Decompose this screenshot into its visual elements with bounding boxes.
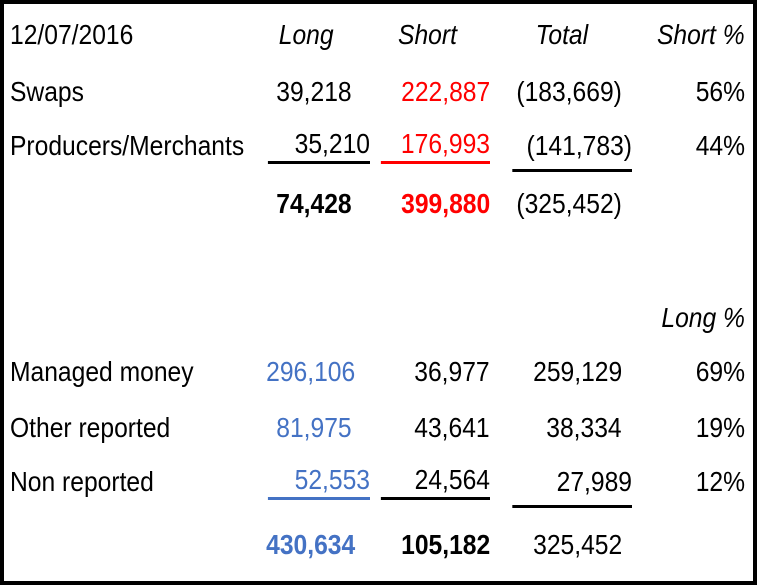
- cell-swaps-total: (183,669): [496, 66, 628, 118]
- cell-other-long: 81,975: [254, 400, 358, 456]
- cell-commercial-total-net: (325,452): [496, 174, 628, 234]
- cell-empty: [254, 292, 358, 344]
- cell-swaps-label: Swaps: [4, 66, 254, 118]
- cell-header-date: 12/07/2016: [4, 4, 254, 66]
- cell-header-long: Long: [254, 4, 358, 66]
- cell-commercial-total-long: 74,428: [254, 174, 358, 234]
- cell-empty: [4, 508, 254, 581]
- row-spacer: [4, 234, 753, 292]
- cell-managed-total: 259,129: [496, 344, 628, 400]
- swaps-label: Swaps: [10, 76, 84, 107]
- managed-money-label: Managed money: [10, 356, 194, 387]
- col-header-long: Long: [278, 19, 334, 50]
- spec-net-total-value: 325,452: [532, 528, 622, 560]
- other-reported-label: Other reported: [10, 412, 171, 443]
- cell-managed-long: 296,106: [254, 344, 358, 400]
- other-total-value: 38,334: [546, 412, 622, 443]
- col-header-long-pct: Long %: [661, 302, 745, 333]
- cell-managed-pct: 69%: [628, 344, 753, 400]
- cell-header-short: Short: [358, 4, 496, 66]
- cell-other-pct: 19%: [628, 400, 753, 456]
- cot-table: 12/07/2016 Long Short Total Short % Swap…: [4, 4, 753, 581]
- cell-managed-short: 36,977: [358, 344, 496, 400]
- managed-long-pct: 69%: [695, 356, 745, 387]
- non-long-pct: 12%: [695, 466, 745, 497]
- non-short-value: 24,564: [380, 464, 490, 501]
- other-short-value: 43,641: [414, 412, 490, 443]
- row-swaps: Swaps 39,218 222,887 (183,669) 56%: [4, 66, 753, 118]
- cell-spec-total-net: 325,452: [496, 508, 628, 581]
- cell-header-short-pct: Short %: [628, 4, 753, 66]
- cell-empty: [496, 292, 628, 344]
- cell-other-total: 38,334: [496, 400, 628, 456]
- row-managed-money: Managed money 296,106 36,977 259,129 69%: [4, 344, 753, 400]
- cell-other-short: 43,641: [358, 400, 496, 456]
- row-producers-merchants: Producers/Merchants 35,210 176,993 (141,…: [4, 118, 753, 174]
- non-reported-label: Non reported: [10, 466, 154, 497]
- cell-non-long: 52,553: [254, 456, 370, 508]
- col-header-short: Short: [397, 19, 457, 50]
- report-date: 12/07/2016: [10, 19, 134, 50]
- producers-total-value: (141,783): [512, 130, 632, 173]
- managed-total-value: 259,129: [532, 356, 622, 387]
- cell-empty: [628, 234, 753, 292]
- cell-producers-total: (141,783): [496, 118, 632, 174]
- cell-empty: [4, 234, 254, 292]
- cell-commercial-total-short: 399,880: [358, 174, 496, 234]
- cell-empty: [4, 174, 254, 234]
- commercial-total-short-value: 399,880: [400, 188, 490, 219]
- spec-total-long-value: 430,634: [266, 528, 356, 560]
- commercial-net-total-value: (325,452): [516, 188, 622, 219]
- cell-empty: [358, 234, 496, 292]
- cell-empty: [628, 508, 753, 581]
- cell-header-total: Total: [496, 4, 628, 66]
- cell-spec-total-short: 105,182: [358, 508, 496, 581]
- cell-swaps-long: 39,218: [254, 66, 358, 118]
- non-long-value: 52,553: [267, 464, 370, 501]
- managed-short-value: 36,977: [414, 356, 490, 387]
- swaps-long-value: 39,218: [276, 76, 352, 107]
- cell-spec-total-long: 430,634: [254, 508, 358, 581]
- cell-empty: [358, 292, 496, 344]
- cell-empty: [496, 234, 628, 292]
- producers-label: Producers/Merchants: [10, 130, 245, 161]
- cell-empty: [628, 174, 753, 234]
- spec-total-short-value: 105,182: [400, 528, 490, 560]
- col-header-total: Total: [535, 19, 589, 50]
- cell-non-total: 27,989: [496, 456, 632, 509]
- cell-empty: [254, 234, 358, 292]
- cell-producers-short: 176,993: [358, 118, 496, 174]
- producers-short-value: 176,993: [380, 128, 490, 165]
- managed-long-value: 296,106: [266, 356, 356, 387]
- other-long-pct: 19%: [695, 412, 745, 443]
- commercial-total-long-value: 74,428: [276, 188, 352, 219]
- cell-swaps-short: 222,887: [358, 66, 496, 118]
- cell-long-pct-header: Long %: [628, 292, 753, 344]
- swaps-total-value: (183,669): [516, 76, 622, 107]
- producers-long-value: 35,210: [267, 128, 370, 165]
- cell-non-pct: 12%: [628, 456, 753, 508]
- cell-other-label: Other reported: [4, 400, 254, 456]
- cell-producers-long: 35,210: [254, 118, 370, 174]
- row-other-reported: Other reported 81,975 43,641 38,334 19%: [4, 400, 753, 456]
- other-long-value: 81,975: [276, 412, 352, 443]
- cell-swaps-pct: 56%: [628, 66, 753, 118]
- cell-producers-label: Producers/Merchants: [4, 118, 254, 174]
- row-speculator-totals: 430,634 105,182 325,452: [4, 508, 753, 581]
- cell-non-short: 24,564: [358, 456, 496, 508]
- cell-managed-label: Managed money: [4, 344, 254, 400]
- cell-non-label: Non reported: [4, 456, 254, 508]
- row-non-reported: Non reported 52,553 24,564 27,989 12%: [4, 456, 753, 509]
- swaps-short-pct: 56%: [695, 76, 745, 107]
- row-long-pct-header: Long %: [4, 292, 753, 344]
- producers-short-pct: 44%: [695, 130, 745, 161]
- row-header: 12/07/2016 Long Short Total Short %: [4, 4, 753, 66]
- non-total-value: 27,989: [512, 466, 632, 509]
- col-header-short-pct: Short %: [657, 19, 745, 50]
- swaps-short-value: 222,887: [400, 76, 490, 107]
- row-commercial-totals: 74,428 399,880 (325,452): [4, 174, 753, 234]
- cell-empty: [4, 292, 254, 344]
- cell-producers-pct: 44%: [628, 118, 753, 174]
